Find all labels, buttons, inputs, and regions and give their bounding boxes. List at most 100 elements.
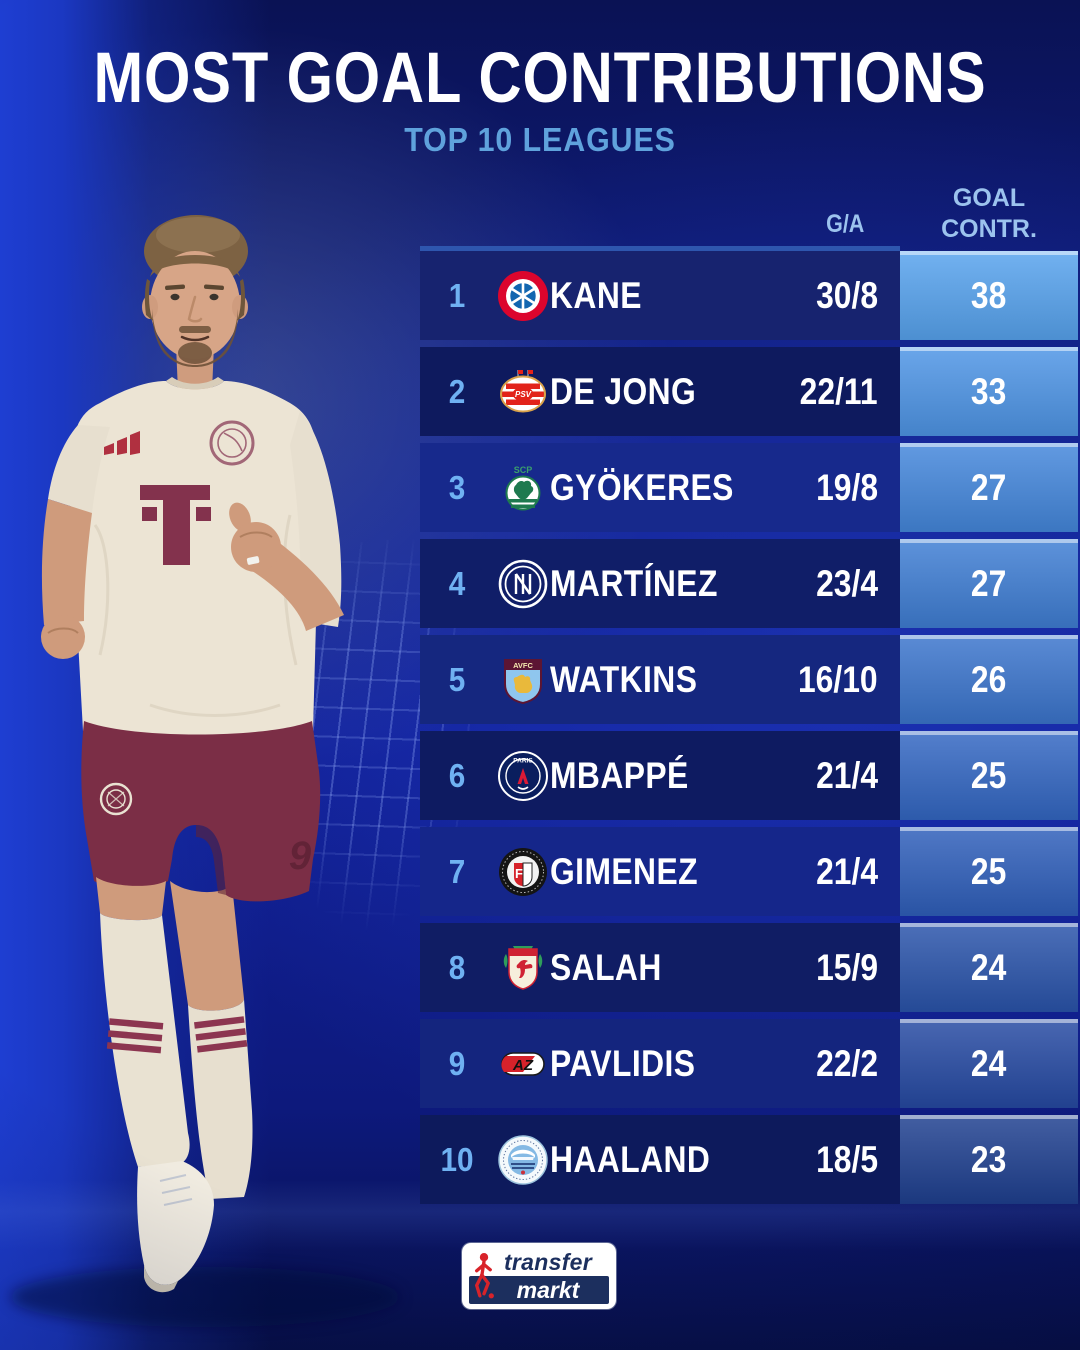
feyenoord-badge: F (497, 846, 549, 898)
inter-milan-badge (497, 558, 549, 610)
transfermarkt-logo: transfer markt (462, 1243, 616, 1309)
rank-label: 10 (440, 1141, 474, 1178)
ga-cell: 23/4 (806, 539, 878, 628)
ga-label-text: G/A (825, 210, 865, 238)
table-row: 4 MARTÍNEZ 23/4 27 (420, 539, 1078, 628)
goal-contr-cell: 25 (900, 731, 1078, 820)
table-row: 5 AVFC WATKINS 16/10 26 (420, 635, 1078, 724)
table-row: 6 PARIS MBAPPÉ 21/4 25 (420, 731, 1078, 820)
goal-contr-value: 25 (971, 850, 1007, 892)
goal-contr-cell: 27 (900, 443, 1078, 532)
goal-contr-value: 26 (971, 658, 1007, 700)
logo-word-transfer: transfer (503, 1248, 593, 1275)
page-title: MOST GOAL CONTRIBUTIONS (93, 39, 987, 118)
svg-text:AZ: AZ (512, 1057, 534, 1074)
transfermarkt-player-icon (474, 1253, 494, 1299)
player-name: WATKINS (550, 659, 698, 700)
bayern-munich-badge (497, 270, 549, 322)
ga-value: 16/10 (798, 659, 878, 700)
goal-contr-cell: 27 (900, 539, 1078, 628)
goal-contr-value: 27 (971, 466, 1007, 508)
goal-contr-value: 27 (971, 562, 1007, 604)
player-name: MBAPPÉ (550, 755, 689, 796)
ga-cell: 21/4 (806, 731, 878, 820)
rank-label: 2 (448, 373, 466, 410)
ga-value: 30/8 (816, 275, 878, 316)
rank-label: 7 (448, 853, 466, 890)
rank-label: 1 (448, 277, 466, 314)
goal-contr-value: 23 (971, 1138, 1007, 1180)
player-name: SALAH (550, 947, 662, 988)
goal-contr-label-line1: GOAL (952, 184, 1026, 212)
ga-cell: 22/2 (806, 1019, 878, 1108)
svg-text:SCP: SCP (514, 465, 533, 475)
player-name: DE JONG (550, 371, 697, 412)
ga-cell: 21/4 (806, 827, 878, 916)
ga-cell: 19/8 (806, 443, 878, 532)
player-name-cell: WATKINS (550, 635, 721, 724)
table-row: 1 KANE 30/8 38 (420, 251, 1078, 340)
ga-value: 22/2 (816, 1043, 878, 1084)
player-name: GIMENEZ (550, 851, 698, 892)
psv-eindhoven-badge: PSV (497, 366, 549, 418)
ga-value: 21/4 (816, 755, 878, 796)
logo-word-markt: markt (516, 1276, 580, 1303)
table-row: 10 HAALAND 18/5 23 (420, 1115, 1078, 1204)
player-name-cell: GYÖKERES (550, 443, 764, 532)
ga-cell: 18/5 (806, 1115, 878, 1204)
ga-value: 23/4 (816, 563, 878, 604)
ga-cell: 16/10 (785, 635, 878, 724)
shorts-number: 9 (289, 834, 312, 878)
player-photo-harry-kane: 9 (10, 215, 400, 1327)
player-name-cell: PAVLIDIS (550, 1019, 719, 1108)
az-alkmaar-badge: AZ (497, 1038, 549, 1090)
player-name-cell: MBAPPÉ (550, 731, 711, 820)
goal-contr-value: 24 (971, 1042, 1007, 1084)
rank-label: 9 (448, 1045, 466, 1082)
goal-contr-value: 38 (971, 274, 1007, 316)
liverpool-badge (497, 942, 549, 994)
table-row: 3 SCP GYÖKERES 19/8 27 (420, 443, 1078, 532)
player-name-cell: KANE (550, 251, 657, 340)
goal-contr-value: 33 (971, 370, 1007, 412)
ga-cell: 30/8 (806, 251, 878, 340)
ga-value: 15/9 (816, 947, 878, 988)
goal-contr-cell: 23 (900, 1115, 1078, 1204)
player-name: PAVLIDIS (550, 1043, 696, 1084)
player-name: GYÖKERES (550, 467, 734, 508)
svg-text:F: F (515, 866, 523, 881)
rank-label: 6 (448, 757, 466, 794)
goal-contr-label-line2: CONTR. (941, 215, 1037, 243)
page-subtitle: TOP 10 LEAGUES (404, 121, 676, 158)
goal-contr-cell: 26 (900, 635, 1078, 724)
goal-contr-cell: 24 (900, 1019, 1078, 1108)
svg-text:AVFC: AVFC (513, 661, 533, 670)
aston-villa-badge: AVFC (497, 654, 549, 706)
stats-table: 1 KANE 30/8 38 2 PSV DE JONG 22/11 33 3 … (420, 251, 1078, 1211)
player-name: HAALAND (550, 1139, 711, 1180)
rank-label: 4 (448, 565, 466, 602)
table-row: 9 AZ PAVLIDIS 22/2 24 (420, 1019, 1078, 1108)
table-row: 7 F GIMENEZ 21/4 25 (420, 827, 1078, 916)
rank-label: 8 (448, 949, 466, 986)
player-name: KANE (550, 275, 642, 316)
table-row: 8 SALAH 15/9 24 (420, 923, 1078, 1012)
player-name-cell: SALAH (550, 923, 680, 1012)
ga-value: 19/8 (816, 467, 878, 508)
player-shadow (10, 1267, 400, 1327)
ga-cell: 15/9 (806, 923, 878, 1012)
ga-value: 18/5 (816, 1139, 878, 1180)
column-header-goal-contr: GOAL CONTR. (900, 183, 1078, 245)
player-name-cell: MARTÍNEZ (550, 539, 745, 628)
table-row: 2 PSV DE JONG 22/11 33 (420, 347, 1078, 436)
rank-label: 3 (448, 469, 466, 506)
ga-value: 22/11 (800, 371, 878, 412)
player-name: MARTÍNEZ (550, 563, 718, 604)
ga-cell: 22/11 (787, 347, 878, 436)
player-name-cell: DE JONG (550, 347, 720, 436)
ga-value: 21/4 (816, 851, 878, 892)
goal-contr-cell: 25 (900, 827, 1078, 916)
player-name-cell: HAALAND (550, 1115, 736, 1204)
svg-text:PARIS: PARIS (513, 757, 533, 764)
